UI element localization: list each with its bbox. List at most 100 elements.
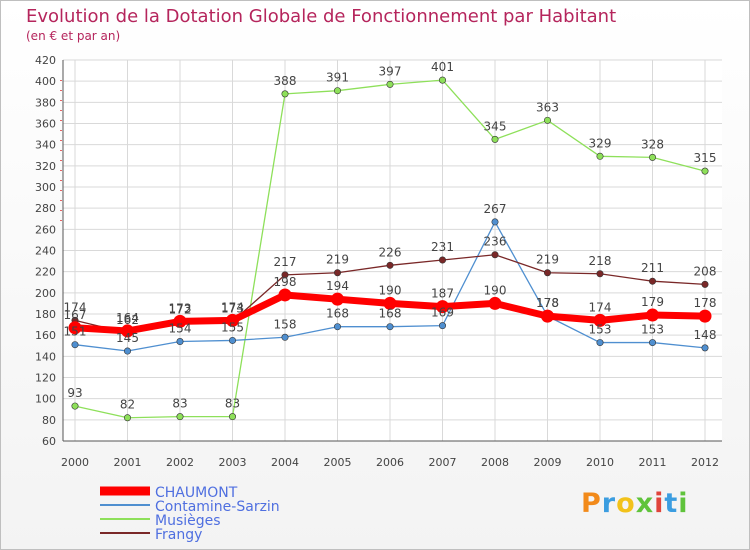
- data-point-frangy: [386, 261, 394, 269]
- data-point-chaumont: [646, 308, 659, 322]
- data-label-chaumont: 178: [694, 296, 717, 310]
- data-point-frangy: [438, 256, 446, 264]
- data-label-frangy: 219: [536, 253, 559, 267]
- x-tick-label: 2010: [586, 456, 614, 469]
- data-point-contamine-sarzin: [333, 323, 341, 331]
- data-label-frangy: 162: [116, 313, 139, 327]
- chart-title: Evolution de la Dotation Globale de Fonc…: [26, 6, 616, 27]
- data-label-contamine-sarzin: 158: [274, 317, 297, 331]
- data-point-musi-ges: [176, 413, 184, 421]
- data-point-frangy: [701, 280, 709, 288]
- data-point-contamine-sarzin: [176, 338, 184, 346]
- data-point-chaumont: [383, 296, 397, 310]
- data-point-chaumont: [68, 321, 82, 335]
- data-point-contamine-sarzin: [281, 333, 289, 341]
- data-point-chaumont: [226, 313, 239, 327]
- data-point-musi-ges: [229, 413, 237, 421]
- data-label-musi-ges: 363: [536, 100, 559, 114]
- y-tick-label: 420: [35, 54, 56, 67]
- data-label-contamine-sarzin: 145: [116, 331, 139, 345]
- data-point-chaumont: [436, 300, 449, 314]
- data-label-musi-ges: 83: [225, 397, 240, 411]
- x-tick-label: 2009: [534, 456, 562, 469]
- data-point-contamine-sarzin: [596, 339, 604, 347]
- data-point-chaumont: [278, 288, 292, 302]
- y-tick-label: 240: [35, 245, 56, 258]
- data-point-chaumont: [173, 314, 187, 328]
- data-label-chaumont: 164: [116, 311, 139, 325]
- data-point-musi-ges: [71, 402, 79, 410]
- data-point-chaumont: [593, 313, 607, 327]
- x-tick-label: 2006: [376, 456, 404, 469]
- data-point-musi-ges: [438, 76, 446, 84]
- x-tick-label: 2004: [271, 456, 299, 469]
- data-label-musi-ges: 328: [641, 137, 664, 151]
- data-point-frangy: [281, 271, 289, 279]
- data-label-chaumont: 178: [536, 296, 559, 310]
- data-label-contamine-sarzin: 178: [536, 296, 559, 310]
- data-label-chaumont: 174: [589, 300, 612, 314]
- data-point-contamine-sarzin: [701, 344, 709, 352]
- y-tick-label: 60: [42, 435, 56, 448]
- data-label-musi-ges: 391: [326, 71, 349, 85]
- y-tick-label: 120: [35, 372, 56, 385]
- data-label-contamine-sarzin: 151: [64, 325, 87, 339]
- data-point-chaumont: [488, 296, 502, 310]
- data-label-frangy: 208: [694, 264, 717, 278]
- data-label-frangy: 173: [221, 301, 244, 315]
- data-label-chaumont: 198: [274, 275, 297, 289]
- data-point-frangy: [596, 270, 604, 278]
- data-label-chaumont: 190: [379, 283, 402, 297]
- data-point-musi-ges: [648, 153, 656, 161]
- y-tick-label: 220: [35, 266, 56, 279]
- data-label-chaumont: 179: [641, 295, 664, 309]
- data-label-frangy: 218: [589, 254, 612, 268]
- y-tick-label: 140: [35, 350, 56, 363]
- x-tick-label: 2005: [324, 456, 352, 469]
- y-tick-label: 320: [35, 160, 56, 173]
- data-point-musi-ges: [491, 135, 499, 143]
- y-tick-label: 380: [35, 96, 56, 109]
- x-tick-label: 2001: [114, 456, 142, 469]
- data-point-musi-ges: [596, 152, 604, 160]
- data-label-chaumont: 190: [484, 283, 507, 297]
- data-point-frangy: [543, 269, 551, 277]
- data-point-chaumont: [541, 309, 554, 323]
- data-label-chaumont: 194: [326, 279, 349, 293]
- data-label-chaumont: 174: [221, 300, 244, 314]
- data-point-contamine-sarzin: [491, 218, 499, 226]
- data-point-frangy: [333, 269, 341, 277]
- data-label-frangy: 172: [169, 302, 192, 316]
- y-tick-label: 160: [35, 329, 56, 342]
- data-point-chaumont: [331, 292, 344, 306]
- x-tick-label: 2002: [166, 456, 194, 469]
- data-label-musi-ges: 329: [589, 136, 612, 150]
- legend-label: CHAUMONT: [155, 485, 238, 501]
- y-tick-label: 340: [35, 139, 56, 152]
- data-label-chaumont: 167: [64, 308, 87, 322]
- data-label-contamine-sarzin: 153: [641, 323, 664, 337]
- y-tick-label: 200: [35, 287, 56, 300]
- data-label-musi-ges: 388: [274, 74, 297, 88]
- data-label-musi-ges: 93: [67, 386, 82, 400]
- data-point-contamine-sarzin: [386, 323, 394, 331]
- data-point-musi-ges: [333, 87, 341, 95]
- data-label-frangy: 211: [641, 261, 664, 275]
- y-tick-label: 280: [35, 202, 56, 215]
- data-point-contamine-sarzin: [648, 339, 656, 347]
- data-point-musi-ges: [281, 90, 289, 98]
- x-tick-label: 2012: [691, 456, 719, 469]
- data-label-frangy: 217: [274, 255, 297, 269]
- data-label-frangy: 226: [379, 245, 402, 259]
- data-point-frangy: [491, 251, 499, 259]
- data-label-musi-ges: 315: [694, 151, 717, 165]
- x-tick-label: 2000: [61, 456, 89, 469]
- y-tick-label: 400: [35, 75, 56, 88]
- y-tick-label: 360: [35, 118, 56, 131]
- data-label-contamine-sarzin: 168: [379, 307, 402, 321]
- data-point-contamine-sarzin: [124, 347, 132, 355]
- data-label-frangy: 236: [484, 235, 507, 249]
- data-label-musi-ges: 345: [484, 119, 507, 133]
- data-label-contamine-sarzin: 153: [589, 323, 612, 337]
